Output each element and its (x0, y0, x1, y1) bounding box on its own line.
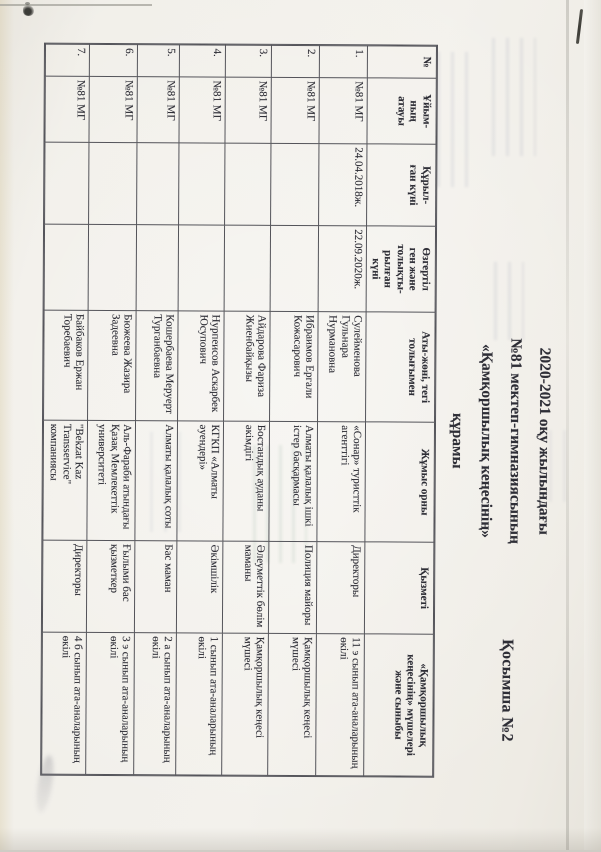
col-org-name: №81 МГ (319, 77, 368, 144)
col-position: Әкімшілік (176, 540, 224, 634)
col-workplace: Алматы қалалық соты (135, 420, 179, 541)
col-membership: 1 сынып ата-аналарының өкілі (176, 632, 223, 776)
trustee-table: № Ұйым- ның атауы Құрыл- ған күні Өзгертіл … (41, 41, 438, 779)
col-org-name: №81 МГ (89, 76, 138, 143)
title-line-4: құрамы (448, 412, 467, 469)
col-membership-header: «Қамқоршылық кеңесінің» мүшелері және сы… (364, 633, 434, 777)
col-num: 6. (89, 44, 138, 77)
col-membership: 3 э сынып ата-аналарының өкілі (86, 632, 135, 775)
table-row: 4. №81 МГ Нурпеисов Аскарбек Юсупович КГКП … (176, 44, 226, 776)
trustee-table-wrap: № Ұйым- ның атауы Құрыл- ған күні Өзгертіл … (41, 41, 438, 779)
col-org-name: №81 МГ (271, 77, 320, 144)
col-org-name: №81 МГ (45, 76, 90, 143)
bleed-through-artifact (492, 38, 536, 156)
col-membership: 11 э сынып ата-аналарының өкілі (316, 633, 365, 776)
col-workplace: КГКП «Алматы әуендері» (177, 420, 225, 542)
document-title: 2020-2021 оқу жылындағы №81 мектеп-гимна… (441, 121, 560, 762)
col-membership: 2 а сынып ата-аналарының өкілі (134, 632, 177, 775)
col-full-name-header: Аты-жөні, тегі толығымен (366, 311, 436, 423)
table-header-row: № Ұйым- ның атауы Құрыл- ған күні Өзгертіл … (364, 45, 437, 777)
bleed-through-artifact (549, 430, 577, 502)
col-position: Директоры (42, 540, 88, 633)
col-modified-date (178, 224, 226, 312)
scan-edge-highlight (584, 0, 601, 850)
scanner-edge-line (0, 4, 152, 6)
col-full-name: Бюжеева Жазира Задеевна (88, 310, 137, 421)
col-org-name-header: Ұйым- ның атауы (367, 77, 437, 145)
col-position: Әлеуметтік бөлім маманы (222, 541, 270, 634)
col-created-date (271, 143, 320, 226)
title-line-3: «Қамқоршылық кеңесінің» (477, 343, 496, 538)
col-org-name: №81 МГ (179, 76, 226, 144)
ink-blot-artifact (23, 2, 34, 16)
col-position-header: Қызметі (364, 541, 434, 635)
title-line-1: 2020-2021 оқу жылындағы (535, 347, 554, 535)
bleed-through-artifact (150, 432, 192, 532)
col-position: Директоры (316, 541, 366, 634)
paper-fold-line (566, 0, 569, 850)
bleed-through-artifact (437, 52, 471, 187)
col-created-date (225, 143, 272, 226)
col-workplace: Аль-Фараби атындағы Қазақ Мемлекеттік ун… (87, 420, 137, 541)
col-org-name: №81 МГ (137, 76, 180, 143)
table-row: 7. №81 МГ Байбаков Ержан Торебаевич "Bekzat… (42, 44, 90, 775)
col-membership: Қамқоршылық кеңесі мүшесі (222, 633, 269, 776)
bleed-through-artifact (494, 262, 524, 340)
col-num: 2. (271, 45, 320, 78)
col-created-date (45, 142, 90, 225)
table-row: 2. №81 МГ Ибраимов Ергали Кожасарович Алмат… (268, 45, 320, 776)
col-position: Бас маман (134, 540, 178, 633)
table-body: 1. №81 МГ 24.04.2018ж. 22.09.2020ж. Сулеймен… (42, 44, 368, 776)
col-num-header: № (367, 45, 437, 79)
col-full-name: Ибраимов Ергали Кожасарович (270, 311, 319, 422)
col-membership: 4 б сынып ата-аналарының өкілі (42, 632, 87, 775)
col-created-date (137, 142, 180, 225)
col-num: 1. (319, 45, 368, 78)
col-created-date-header: Құрыл- ған күні (367, 143, 436, 227)
col-modified-date-header: Өзгертіл ген және толықты- рылған күні (366, 225, 436, 313)
col-workplace: Алматы қалалық ішкі істер басқармасы (269, 421, 319, 542)
title-line-2: №81 мектеп-гимназиясының (506, 338, 525, 544)
col-num: 3. (225, 45, 272, 78)
col-full-name: Кошербаева Меруерт Турганбаевна (136, 310, 179, 421)
col-modified-date (88, 224, 138, 311)
scan-bottom-shadow (0, 828, 601, 850)
col-modified-date (44, 224, 90, 311)
table-row: 1. №81 МГ 24.04.2018ж. 22.09.2020ж. Сулеймен… (316, 45, 368, 776)
col-workplace: "Bekzat Kaz Transservice" компаниясы (43, 420, 89, 541)
table-row: 5. №81 МГ Кошербаева Меруерт Турганбаевна А… (134, 44, 180, 775)
table-row: 6. №81 МГ Бюжеева Жазира Задеевна Аль-Фараб… (86, 44, 138, 775)
col-created-date: 24.04.2018ж. (319, 143, 368, 226)
col-num: 5. (137, 44, 180, 77)
bleed-through-artifact (253, 445, 307, 563)
col-workplace-header: Жұмыс орны (365, 421, 435, 543)
col-modified-date (136, 224, 180, 311)
col-modified-date (224, 225, 272, 312)
scan-edge-tint (0, 0, 14, 850)
col-created-date (89, 142, 138, 225)
col-full-name: Байбаков Ержан Торебаевич (44, 310, 89, 421)
col-workplace: «Сонар» туристтік агенттігі (317, 421, 367, 542)
col-modified-date (270, 225, 320, 312)
col-position: Полиция майоры (268, 541, 318, 634)
col-org-name: №81 МГ (225, 77, 272, 144)
col-created-date (179, 142, 226, 226)
col-num: 4. (179, 44, 226, 78)
col-full-name: Нурпеисов Аскарбек Юсупович (178, 310, 225, 422)
col-full-name: Сулейменова Гульнара Нурмановна (318, 311, 367, 422)
col-modified-date: 22.09.2020ж. (318, 225, 368, 312)
col-membership: Қамқоршылық кеңесі мүшесі (268, 633, 317, 776)
table-row: 3. №81 МГ Айдарова Фариза Жиенбайқызы Боста… (222, 45, 272, 776)
col-full-name: Айдарова Фариза Жиенбайқызы (224, 311, 271, 422)
col-workplace: Бостандық ауданы әкімдігі (223, 421, 271, 542)
col-num: 7. (45, 44, 90, 77)
col-position: Ғылыми бас қызметкер (86, 540, 136, 633)
